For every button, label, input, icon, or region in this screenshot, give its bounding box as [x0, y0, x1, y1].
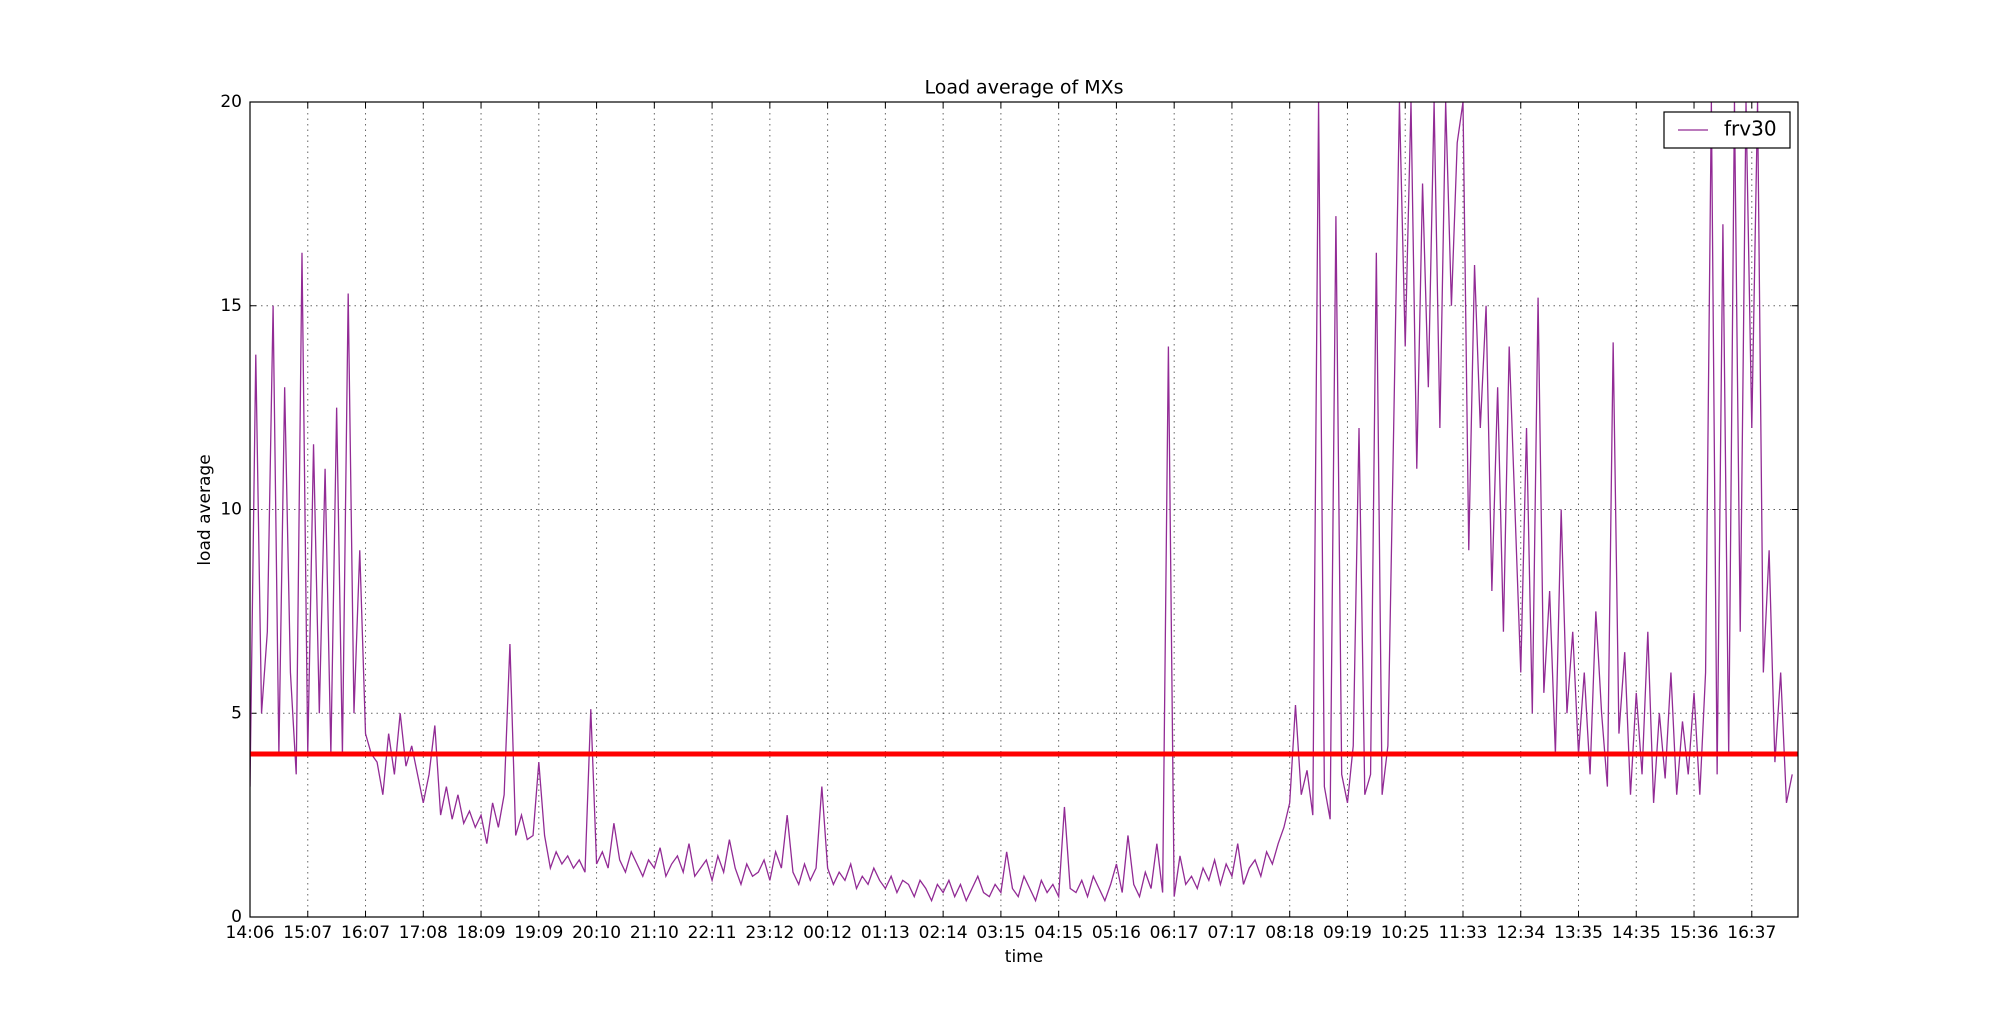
y-tick-label: 0 [231, 907, 242, 927]
legend-label: frv30 [1724, 117, 1777, 141]
x-tick-label: 17:08 [399, 923, 448, 943]
y-tick-label: 20 [220, 92, 242, 112]
x-tick-label: 14:35 [1612, 923, 1661, 943]
x-axis-label: time [1005, 947, 1043, 967]
x-tick-label: 06:17 [1150, 923, 1199, 943]
x-tick-label: 12:34 [1496, 923, 1545, 943]
x-tick-label: 09:19 [1323, 923, 1372, 943]
x-tick-label: 08:18 [1265, 923, 1314, 943]
x-tick-label: 23:12 [745, 923, 794, 943]
x-tick-label: 21:10 [630, 923, 679, 943]
y-tick-label: 5 [231, 703, 242, 723]
x-tick-label: 07:17 [1207, 923, 1256, 943]
x-tick-label: 18:09 [457, 923, 506, 943]
chart-title: Load average of MXs [924, 77, 1123, 99]
x-tick-label: 00:12 [803, 923, 852, 943]
data-line [250, 102, 1793, 903]
y-tick-label: 15 [220, 296, 242, 316]
x-tick-label: 10:25 [1381, 923, 1430, 943]
y-axis-label: load average [195, 454, 215, 565]
x-tick-label: 14:06 [226, 923, 275, 943]
x-tick-label: 15:36 [1670, 923, 1719, 943]
x-tick-label: 11:33 [1438, 923, 1487, 943]
x-tick-label: 16:37 [1727, 923, 1776, 943]
plot-frame [249, 101, 1799, 918]
x-tick-label: 19:09 [514, 923, 563, 943]
x-tick-label: 04:15 [1034, 923, 1083, 943]
x-tick-label: 20:10 [572, 923, 621, 943]
y-tick-label: 10 [220, 500, 242, 520]
x-tick-label: 03:15 [976, 923, 1025, 943]
x-tick-label: 16:07 [341, 923, 390, 943]
x-tick-label: 02:14 [919, 923, 968, 943]
x-tick-label: 13:35 [1554, 923, 1603, 943]
x-tick-label: 01:13 [861, 923, 910, 943]
x-tick-label: 15:07 [283, 923, 332, 943]
x-tick-label: 05:16 [1092, 923, 1141, 943]
x-tick-label: 22:11 [688, 923, 737, 943]
